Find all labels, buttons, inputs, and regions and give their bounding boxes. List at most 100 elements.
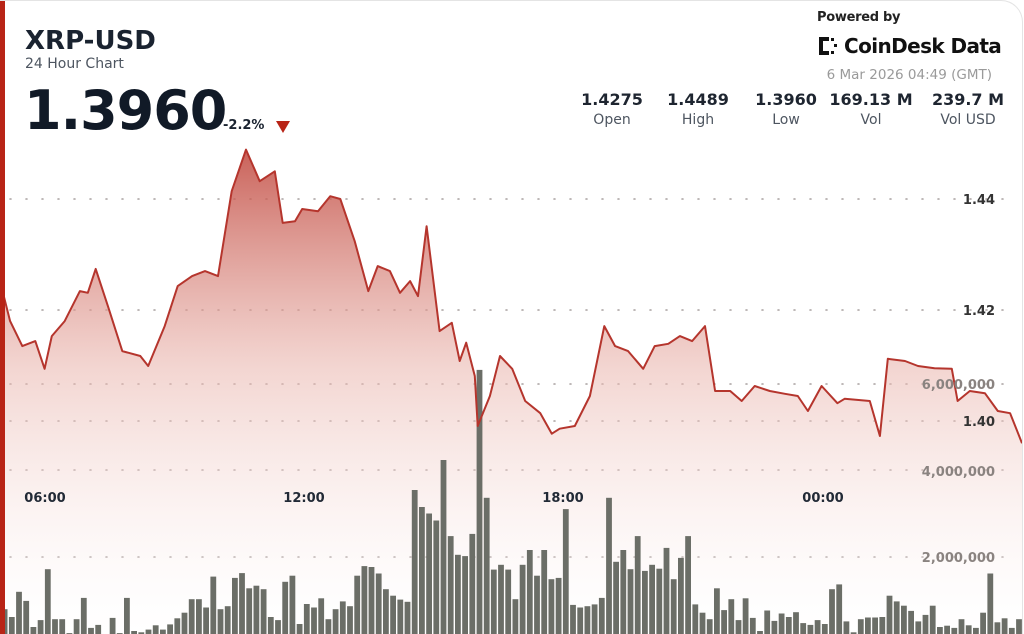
timestamp: 6 Mar 2026 04:49 (GMT) xyxy=(827,67,992,83)
volume-tick-label: 6,000,000 xyxy=(922,378,995,393)
volume-bar xyxy=(419,507,425,634)
time-tick-label: 12:00 xyxy=(283,491,324,506)
stat-open: 1.4275 Open xyxy=(567,90,657,128)
volume-bar xyxy=(146,630,152,634)
volume-bar xyxy=(750,618,756,634)
volume-bar xyxy=(736,620,742,634)
volume-bar xyxy=(772,621,778,634)
volume-bar xyxy=(239,573,245,634)
volume-bar xyxy=(692,604,698,634)
volume-bar xyxy=(894,601,900,634)
volume-bar xyxy=(290,576,296,634)
volume-bar xyxy=(836,584,842,634)
volume-bar xyxy=(1002,618,1008,634)
volume-bar xyxy=(484,498,490,634)
volume-bar xyxy=(433,521,439,634)
stat-value: 1.3960 xyxy=(741,90,831,109)
volume-bar xyxy=(908,611,914,634)
volume-bar xyxy=(275,620,281,634)
volume-bar xyxy=(635,536,641,634)
volume-bar xyxy=(649,565,655,634)
volume-bar xyxy=(455,555,461,634)
volume-bar xyxy=(556,578,562,634)
volume-bar xyxy=(707,619,713,634)
volume-bar xyxy=(462,556,468,634)
volume-bar xyxy=(59,619,65,634)
volume-bar xyxy=(534,576,540,634)
volume-bar xyxy=(793,612,799,634)
volume-bar xyxy=(189,599,195,634)
volume-bar xyxy=(678,558,684,634)
volume-bar xyxy=(498,565,504,634)
time-tick-label: 06:00 xyxy=(24,491,65,506)
volume-bar xyxy=(376,574,382,634)
volume-bar xyxy=(369,567,375,634)
volume-bar xyxy=(527,550,533,634)
brand-name: CoinDesk Data xyxy=(844,34,1001,58)
volume-bar xyxy=(469,534,475,634)
price-area-fill xyxy=(0,150,1022,634)
volume-bar xyxy=(606,498,612,634)
price-tick-label: 1.40 xyxy=(963,415,995,430)
stat-value: 239.7 M xyxy=(923,90,1013,109)
volume-bar xyxy=(980,613,986,634)
current-price: 1.3960 xyxy=(24,79,226,142)
volume-bar xyxy=(987,574,993,634)
volume-bar xyxy=(973,628,979,634)
volume-bar xyxy=(743,598,749,634)
volume-bar xyxy=(225,606,231,634)
volume-bar xyxy=(844,621,850,634)
volume-bar xyxy=(872,618,878,634)
volume-bar xyxy=(887,596,893,634)
volume-bar xyxy=(333,609,339,634)
price-tick-label: 1.44 xyxy=(963,193,995,208)
volume-bar xyxy=(592,604,598,634)
volume-bar xyxy=(721,610,727,634)
volume-bar xyxy=(513,599,519,634)
volume-bar xyxy=(613,562,619,634)
volume-bar xyxy=(959,619,965,634)
volume-bar xyxy=(865,618,871,634)
coindesk-logo-icon xyxy=(817,35,839,57)
volume-bar xyxy=(642,571,648,634)
volume-bar xyxy=(930,606,936,634)
volume-bar xyxy=(203,608,209,634)
stat-label: Vol USD xyxy=(923,112,1013,128)
volume-bar xyxy=(124,598,130,634)
volume-bar xyxy=(88,628,94,634)
volume-bar xyxy=(52,619,58,634)
volume-bar xyxy=(232,578,238,634)
volume-bar xyxy=(326,619,332,634)
volume-bar xyxy=(1016,619,1022,634)
stat-label: Open xyxy=(567,112,657,128)
volume-bar xyxy=(23,601,29,634)
volume-bar xyxy=(311,608,317,634)
volume-bar xyxy=(448,536,454,634)
volume-bar xyxy=(354,576,360,634)
stat-vol-usd: 239.7 M Vol USD xyxy=(923,90,1013,128)
volume-bar xyxy=(282,582,288,634)
stat-label: Low xyxy=(741,112,831,128)
volume-bar xyxy=(829,589,835,634)
volume-bar xyxy=(38,620,44,634)
volume-bar xyxy=(800,623,806,634)
pair-title: XRP-USD xyxy=(25,26,156,56)
volume-bar xyxy=(74,619,80,634)
coindesk-data-logo: CoinDesk Data xyxy=(817,34,1001,58)
volume-bar xyxy=(541,550,547,634)
volume-bar xyxy=(491,570,497,634)
volume-bar xyxy=(549,579,555,634)
volume-bar xyxy=(412,490,418,634)
volume-bar xyxy=(174,618,180,634)
volume-bar xyxy=(340,601,346,634)
volume-bar xyxy=(563,509,569,634)
volume-bar xyxy=(81,598,87,634)
time-tick-label: 18:00 xyxy=(542,491,583,506)
volume-bar xyxy=(318,598,324,634)
volume-bar xyxy=(664,548,670,634)
stat-value: 169.13 M xyxy=(826,90,916,109)
volume-bar xyxy=(362,566,368,634)
powered-by-label: Powered by xyxy=(817,10,900,25)
volume-bar xyxy=(441,460,447,634)
volume-tick-label: 2,000,000 xyxy=(922,551,995,566)
